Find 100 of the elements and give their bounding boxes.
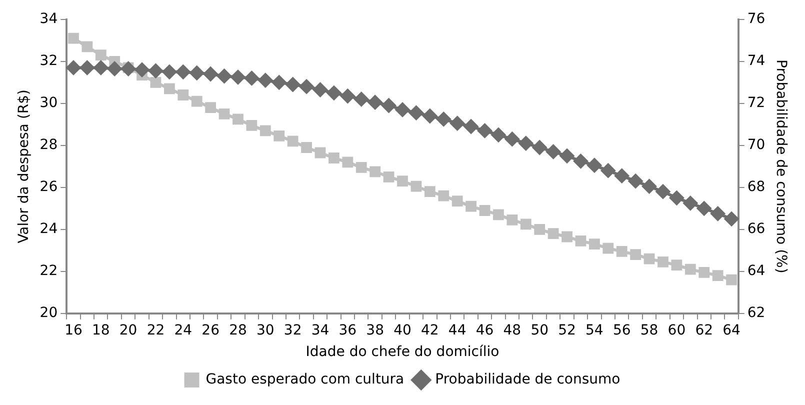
x-tick-label: 36: [338, 322, 357, 338]
point: [669, 190, 684, 206]
point: [68, 32, 79, 44]
point: [230, 70, 246, 85]
x-tick-label: 30: [256, 322, 274, 338]
point: [410, 180, 422, 192]
point: [506, 214, 518, 226]
point: [314, 147, 326, 158]
point: [274, 130, 285, 142]
legend-label: Probabilidade de consumo: [435, 372, 620, 388]
y-tick-label: 24: [40, 221, 58, 238]
y-tick-label: 22: [40, 263, 58, 280]
point: [630, 249, 642, 260]
point: [600, 163, 616, 178]
point: [203, 66, 218, 82]
point: [244, 70, 260, 86]
point: [395, 102, 410, 118]
point: [218, 108, 230, 120]
point: [726, 274, 737, 286]
x-tick-label: 34: [311, 322, 330, 338]
point: [150, 76, 162, 88]
point: [178, 90, 189, 100]
point: [477, 123, 492, 138]
x-tick-label: 46: [476, 322, 494, 338]
point: [189, 65, 204, 80]
y2-tick-label: 66: [747, 221, 766, 238]
point: [698, 267, 710, 278]
point: [93, 60, 108, 76]
point: [422, 108, 438, 124]
point: [614, 168, 630, 184]
x-tick-label: 54: [586, 322, 604, 338]
x-tick-label: 42: [421, 322, 439, 338]
point: [107, 61, 122, 76]
point: [682, 196, 698, 211]
point: [66, 60, 81, 76]
point: [575, 236, 586, 246]
point: [573, 154, 588, 169]
point: [381, 98, 396, 113]
point: [520, 218, 532, 230]
point: [644, 253, 655, 264]
y2-tick-label: 64: [747, 263, 766, 280]
y2-tick-label: 74: [747, 53, 766, 70]
point: [301, 142, 312, 153]
point: [397, 176, 408, 187]
x-axis-title: Idade do chefe do domicílio: [306, 344, 500, 360]
point: [191, 96, 202, 107]
x-tick-label: 62: [695, 322, 714, 338]
point: [148, 63, 164, 78]
legend-label: Gasto esperado com cultura: [206, 372, 404, 388]
y-tick-label: 28: [40, 137, 58, 154]
point: [504, 132, 520, 147]
point: [642, 178, 657, 194]
point: [162, 64, 177, 80]
point: [164, 83, 175, 94]
point: [176, 64, 191, 80]
y2-tick-label: 68: [747, 179, 766, 196]
point: [562, 231, 572, 242]
x-tick-label: 26: [202, 322, 220, 338]
point: [287, 136, 298, 147]
point: [602, 242, 614, 254]
x-tick-label: 20: [119, 322, 138, 338]
x-tick-label: 32: [284, 322, 302, 338]
point: [342, 156, 354, 168]
point: [272, 74, 287, 90]
point: [479, 205, 490, 216]
x-tick-label: 38: [366, 322, 384, 338]
point: [452, 196, 463, 206]
point: [436, 112, 452, 127]
point: [658, 256, 668, 268]
point: [354, 92, 369, 107]
point: [493, 209, 504, 220]
point: [383, 171, 394, 182]
point: [134, 62, 150, 78]
point: [548, 228, 559, 240]
x-tick-label: 22: [146, 322, 165, 338]
point: [216, 68, 232, 84]
point: [258, 72, 273, 88]
point: [299, 79, 314, 94]
x-tick-label: 24: [174, 322, 192, 338]
point: [560, 148, 575, 164]
y2-tick-label: 76: [747, 11, 766, 28]
point: [712, 270, 724, 282]
x-tick-label: 64: [722, 322, 741, 338]
point: [205, 102, 216, 114]
point: [356, 162, 367, 173]
x-tick-label: 56: [612, 322, 631, 338]
y2-axis-title: Probabilidade de consumo (%): [772, 60, 789, 274]
point: [464, 119, 479, 134]
point: [232, 114, 244, 125]
point: [370, 166, 381, 178]
y-tick-label: 20: [40, 305, 58, 322]
point: [326, 85, 342, 100]
point: [710, 206, 726, 222]
point: [518, 136, 534, 151]
y-axis-title: Valor da despesa (R$): [16, 89, 32, 244]
point: [408, 105, 424, 120]
y2-tick-label: 62: [747, 305, 766, 322]
point: [532, 140, 548, 155]
point: [450, 116, 465, 131]
y2-tick-label: 72: [747, 95, 766, 112]
